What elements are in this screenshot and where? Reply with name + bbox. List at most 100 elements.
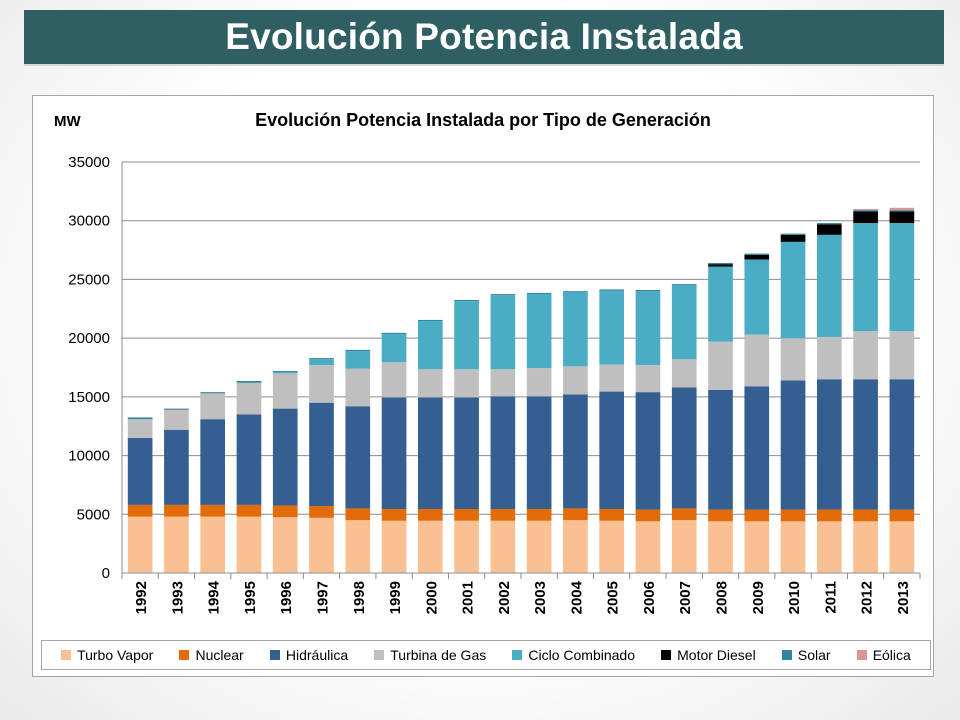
bar-segment bbox=[200, 504, 226, 517]
bar-segment bbox=[526, 368, 552, 397]
x-tick-label: 2004 bbox=[568, 580, 585, 614]
bar-segment bbox=[526, 520, 552, 573]
bar-segment bbox=[526, 294, 552, 369]
legend-swatch bbox=[781, 650, 792, 660]
legend-swatch bbox=[269, 650, 280, 660]
y-tick-label: 5000 bbox=[77, 506, 110, 523]
bar-segment bbox=[708, 266, 733, 342]
bar-segment bbox=[780, 509, 806, 522]
bar-segment bbox=[816, 521, 842, 573]
bar-segment bbox=[454, 369, 479, 398]
x-tick-label: 1996 bbox=[278, 581, 295, 614]
bar-segment bbox=[780, 338, 806, 381]
bar-segment bbox=[635, 289, 661, 292]
bar-segment bbox=[454, 509, 479, 521]
bar-segment bbox=[164, 429, 189, 505]
bar-segment bbox=[490, 520, 516, 573]
bar-segment bbox=[200, 392, 226, 394]
x-tick-label: 2003 bbox=[532, 581, 549, 614]
x-tick-label: 2008 bbox=[714, 581, 731, 614]
bar-segment bbox=[744, 521, 770, 573]
bar-segment bbox=[708, 264, 733, 267]
bar-segment bbox=[272, 505, 298, 518]
bar-segment bbox=[635, 509, 661, 522]
bar-segment bbox=[780, 521, 806, 573]
bar-segment bbox=[563, 291, 588, 293]
bar-segment bbox=[671, 508, 697, 521]
bar-segment bbox=[200, 419, 226, 505]
bar-segment bbox=[417, 397, 443, 510]
bar-segment bbox=[490, 509, 516, 521]
bar-segment bbox=[345, 368, 371, 407]
bar-segment bbox=[599, 364, 625, 392]
legend-item: Ciclo Combinado bbox=[512, 647, 635, 663]
bar-segment bbox=[236, 516, 262, 573]
legend-label: Ciclo Combinado bbox=[528, 647, 635, 663]
bar-segment bbox=[309, 402, 334, 507]
bar-segment bbox=[526, 396, 552, 510]
x-tick-label: 1992 bbox=[133, 581, 150, 614]
legend-label: Motor Diesel bbox=[677, 647, 756, 663]
bar-segment bbox=[744, 253, 770, 255]
x-tick-labels: 1992 1993 1994 1995 1996 1997 1998 1999 2000 2001… bbox=[133, 580, 912, 614]
y-tick-label: 15000 bbox=[68, 389, 110, 406]
axes bbox=[121, 162, 921, 579]
slide-title: Evolución Potencia Instalada bbox=[225, 16, 743, 57]
bar-segment bbox=[671, 520, 697, 573]
bar-segment bbox=[127, 516, 153, 573]
stacked-bar-chart: MW Evolución Potencia Instalada por Tipo… bbox=[54, 110, 921, 614]
bar-segment bbox=[744, 254, 770, 260]
bar-segment bbox=[671, 387, 697, 509]
bar-segment bbox=[780, 380, 806, 510]
bar-segment bbox=[889, 331, 915, 380]
bar-segment bbox=[127, 417, 153, 420]
legend-item: Eólica bbox=[856, 647, 911, 663]
legend-item: Motor Diesel bbox=[661, 647, 756, 663]
x-tick-label: 2009 bbox=[750, 581, 767, 614]
bar-segment bbox=[853, 208, 878, 211]
bar-segment bbox=[853, 521, 878, 573]
legend-swatch bbox=[856, 650, 867, 660]
slide-title-bar: Evolución Potencia Instalada bbox=[24, 10, 944, 66]
legend-swatch bbox=[61, 650, 72, 660]
bar-segment bbox=[671, 359, 697, 388]
bar-segment bbox=[309, 506, 334, 518]
bar-segment bbox=[272, 408, 298, 506]
legend-swatch bbox=[179, 650, 190, 660]
x-tick-label: 2011 bbox=[822, 581, 839, 614]
legend-label: Turbina de Gas bbox=[390, 647, 487, 663]
bar-segment bbox=[780, 233, 806, 235]
bar-segment bbox=[889, 379, 915, 510]
bar-segment bbox=[490, 369, 516, 397]
bar-segment bbox=[708, 341, 733, 390]
bar-segment bbox=[853, 331, 878, 380]
x-tick-label: 1997 bbox=[315, 581, 332, 614]
bar-segment bbox=[853, 509, 878, 522]
bar-segment bbox=[417, 321, 443, 370]
bar-segment bbox=[164, 408, 189, 410]
x-tick-label: 2001 bbox=[460, 581, 477, 614]
legend-label: Eólica bbox=[872, 647, 911, 663]
bar-segment bbox=[708, 262, 733, 265]
legend-item: Solar bbox=[781, 647, 831, 663]
bar-segment bbox=[272, 373, 298, 409]
bar-segment bbox=[816, 509, 842, 522]
bar-segment bbox=[309, 365, 334, 403]
y-tick-label: 35000 bbox=[68, 154, 110, 171]
bar-segment bbox=[744, 509, 770, 522]
bar-segment bbox=[563, 366, 588, 395]
bar-segment bbox=[309, 359, 334, 366]
x-tick-label: 2013 bbox=[895, 581, 912, 614]
bar-segment bbox=[200, 393, 226, 420]
bar-segment bbox=[417, 520, 443, 573]
legend-item: Hidráulica bbox=[269, 647, 349, 663]
legend-swatch bbox=[661, 650, 672, 660]
bar-segment bbox=[708, 509, 733, 522]
bar-segment bbox=[345, 351, 371, 369]
x-tick-label: 2006 bbox=[641, 581, 658, 614]
bar-segment bbox=[671, 285, 697, 360]
bar-segment bbox=[454, 301, 479, 370]
legend-label: Hidráulica bbox=[285, 647, 349, 663]
legend-item: Nuclear bbox=[179, 647, 244, 663]
bar-segment bbox=[816, 224, 842, 235]
